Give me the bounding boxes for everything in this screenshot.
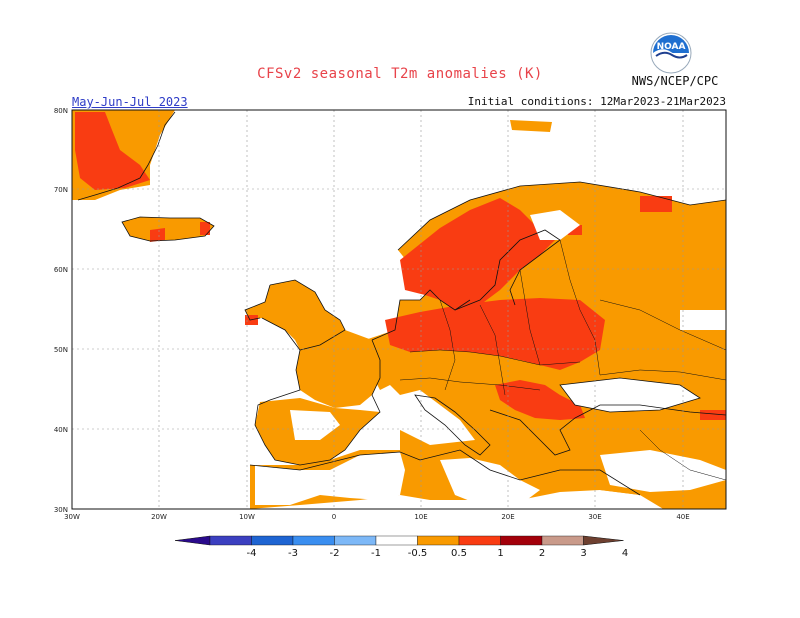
colorbar-segment xyxy=(251,535,294,546)
coastlines xyxy=(77,111,726,496)
colorbar-segment xyxy=(541,535,584,546)
noaa-logo-icon: NOAA xyxy=(650,32,692,74)
lon-tick-20e: 20E xyxy=(501,513,514,521)
colorbar-segment xyxy=(458,535,501,546)
initial-conditions: Initial conditions: 12Mar2023-21Mar2023 xyxy=(467,95,726,108)
country-borders xyxy=(399,239,726,481)
chart-title: CFSv2 seasonal T2m anomalies (K) xyxy=(257,66,543,82)
anomaly-1-2-regions xyxy=(75,112,726,420)
colorbar-segment xyxy=(417,535,460,546)
lat-tick-70n: 70N xyxy=(54,186,68,194)
lon-tick-20w: 20W xyxy=(151,513,167,521)
colorbar-label: -3 xyxy=(288,548,298,559)
forecast-period: May-Jun-Jul 2023 xyxy=(72,95,188,109)
colorbar-segment xyxy=(375,535,418,546)
colorbar-label: 2 xyxy=(539,548,545,559)
agency-label: NWS/NCEP/CPC xyxy=(631,74,719,88)
lon-tick-10e: 10E xyxy=(414,513,427,521)
latitude-ticks: 30N 40N 50N 60N 70N 80N xyxy=(54,107,68,514)
anomaly-fields xyxy=(72,110,726,509)
lat-tick-80n: 80N xyxy=(54,107,68,115)
lat-tick-40n: 40N xyxy=(54,426,68,434)
svg-text:NOAA: NOAA xyxy=(657,42,686,52)
colorbar-label: 1 xyxy=(497,548,503,559)
colorbar-min-arrow xyxy=(174,535,211,546)
lon-tick-10w: 10W xyxy=(239,513,255,521)
colorbar-segment xyxy=(500,535,543,546)
lat-tick-60n: 60N xyxy=(54,266,68,274)
colorbar-label: -4 xyxy=(247,548,257,559)
colorbar-segment xyxy=(209,535,252,546)
colorbar-label: 4 xyxy=(622,548,628,559)
lon-tick-30w: 30W xyxy=(64,513,80,521)
colorbar-segment xyxy=(292,535,335,546)
map-frame xyxy=(71,109,727,510)
colorbar-segment xyxy=(334,535,377,546)
colorbar-label: -1 xyxy=(371,548,381,559)
gridlines xyxy=(72,110,726,509)
longitude-ticks: 30W 20W 10W 0 10E 20E 30E 40E xyxy=(64,513,690,521)
colorbar-max-arrow xyxy=(583,535,624,546)
colorbar-label: -2 xyxy=(330,548,340,559)
colorbar: -4 -3 -2 -1 -0.5 0.5 1 2 3 4 xyxy=(174,535,628,559)
colorbar-label: -0.5 xyxy=(408,548,428,559)
lon-tick-40e: 40E xyxy=(676,513,689,521)
lat-tick-50n: 50N xyxy=(54,346,68,354)
lat-tick-30n: 30N xyxy=(54,506,68,514)
colorbar-label: 0.5 xyxy=(451,548,467,559)
lon-tick-0: 0 xyxy=(332,513,336,521)
lon-tick-30e: 30E xyxy=(588,513,601,521)
colorbar-label: 3 xyxy=(580,548,586,559)
